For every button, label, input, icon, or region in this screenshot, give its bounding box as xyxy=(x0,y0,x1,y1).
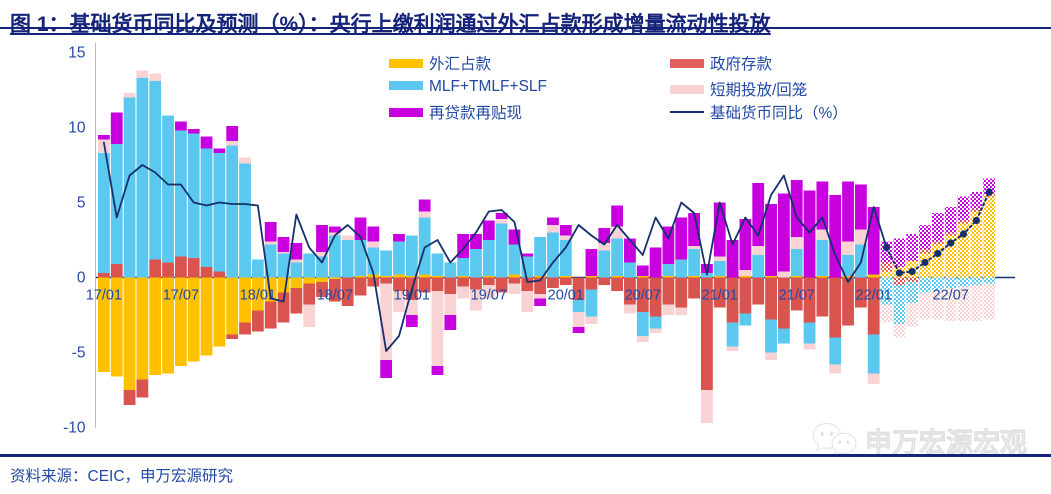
svg-text:5: 5 xyxy=(77,195,86,212)
svg-text:21/01: 21/01 xyxy=(702,288,738,304)
svg-text:17/01: 17/01 xyxy=(86,288,122,304)
svg-text:10: 10 xyxy=(68,120,86,137)
svg-text:21/07: 21/07 xyxy=(779,288,815,304)
svg-text:22/07: 22/07 xyxy=(933,288,969,304)
svg-text:18/07: 18/07 xyxy=(317,288,353,304)
svg-text:20/07: 20/07 xyxy=(625,288,661,304)
svg-text:20/01: 20/01 xyxy=(548,288,584,304)
svg-text:0: 0 xyxy=(77,270,86,287)
svg-text:17/07: 17/07 xyxy=(163,288,199,304)
svg-text:-5: -5 xyxy=(72,345,86,362)
svg-text:15: 15 xyxy=(68,45,85,62)
svg-text:-10: -10 xyxy=(63,420,86,437)
svg-text:22/01: 22/01 xyxy=(856,288,892,304)
svg-text:19/07: 19/07 xyxy=(471,288,507,304)
